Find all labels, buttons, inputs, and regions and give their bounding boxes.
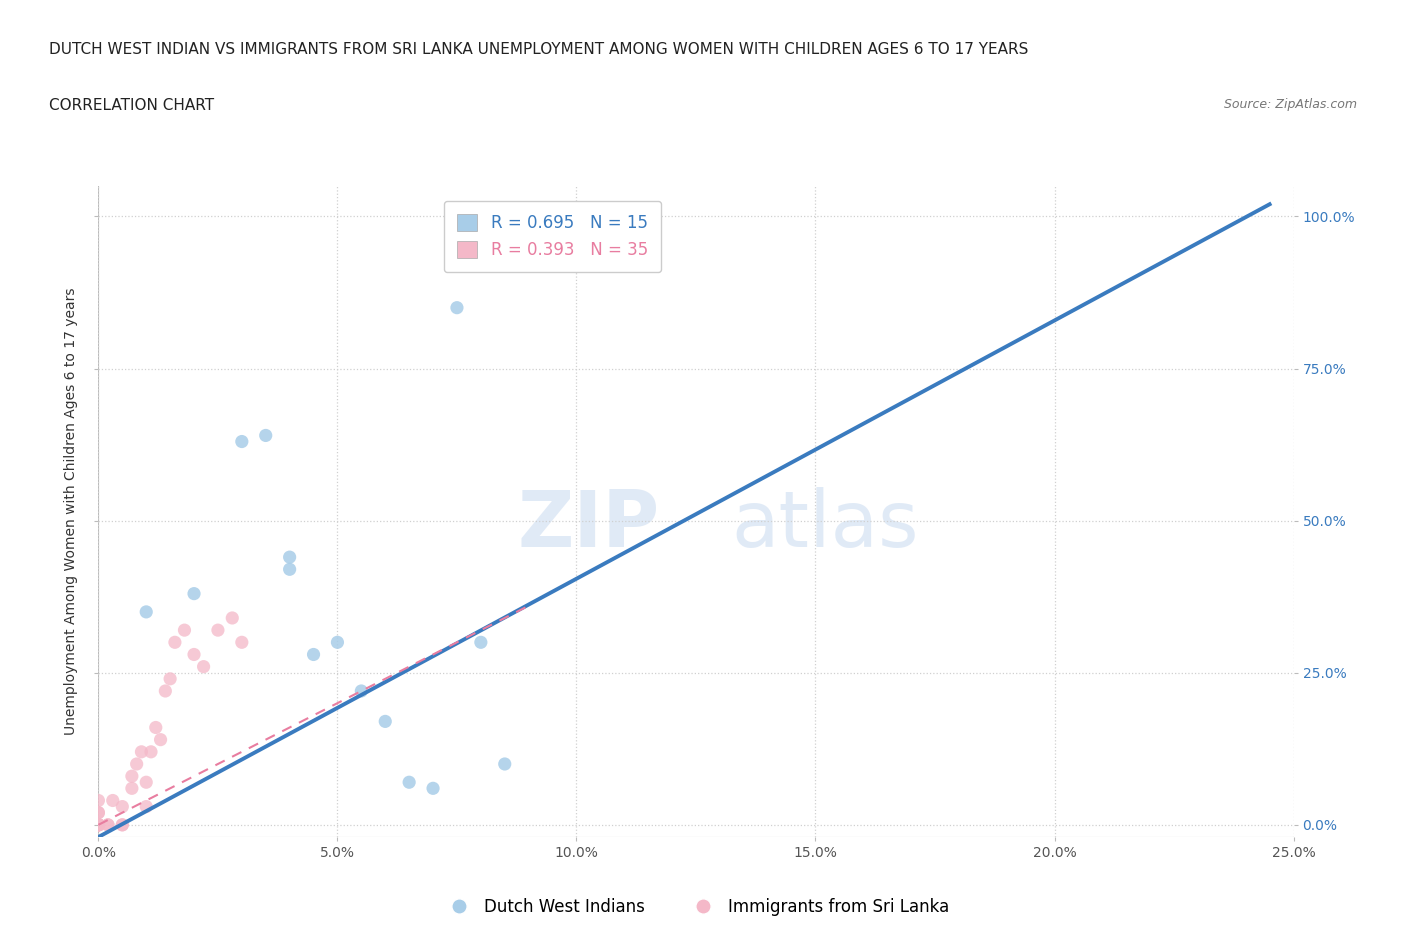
Point (278, 562, 301, 577)
Point (87, 817, 110, 832)
Point (221, 610, 243, 625)
Point (302, 647, 325, 662)
Point (278, 550, 301, 565)
Point (111, 817, 134, 832)
Point (87, 817, 110, 832)
Point (254, 428, 277, 443)
Point (135, 604, 157, 619)
Point (135, 775, 157, 790)
Point (350, 684, 373, 698)
Point (231, 635, 253, 650)
Point (87, 817, 110, 832)
Text: CORRELATION CHART: CORRELATION CHART (49, 98, 214, 113)
Point (193, 659, 215, 674)
Point (97, 817, 120, 832)
Point (183, 647, 205, 662)
Point (145, 720, 167, 735)
Point (398, 775, 420, 790)
Point (111, 799, 134, 814)
Point (87, 793, 110, 808)
Point (87, 817, 110, 832)
Point (121, 769, 143, 784)
Legend: Dutch West Indians, Immigrants from Sri Lanka: Dutch West Indians, Immigrants from Sri … (436, 891, 956, 923)
Point (149, 732, 172, 747)
Point (231, 434, 253, 449)
Point (101, 793, 124, 808)
Point (87, 817, 110, 832)
Point (87, 817, 110, 832)
Point (131, 744, 153, 759)
Point (470, 635, 492, 650)
Point (97, 817, 120, 832)
Text: DUTCH WEST INDIAN VS IMMIGRANTS FROM SRI LANKA UNEMPLOYMENT AMONG WOMEN WITH CHI: DUTCH WEST INDIAN VS IMMIGRANTS FROM SRI… (49, 42, 1029, 57)
Point (121, 781, 143, 796)
Point (183, 586, 205, 601)
Point (374, 714, 396, 729)
Point (87, 805, 110, 820)
Point (139, 744, 162, 759)
Point (159, 671, 181, 686)
Point (422, 781, 444, 796)
Point (207, 623, 229, 638)
Point (87, 817, 110, 832)
Point (135, 799, 157, 814)
Point (87, 817, 110, 832)
Point (173, 623, 195, 638)
Y-axis label: Unemployment Among Women with Children Ages 6 to 17 years: Unemployment Among Women with Children A… (65, 287, 79, 736)
Text: ZIP: ZIP (517, 486, 661, 563)
Point (111, 817, 134, 832)
Text: Source: ZipAtlas.com: Source: ZipAtlas.com (1223, 98, 1357, 111)
Point (494, 756, 516, 771)
Point (163, 635, 186, 650)
Point (155, 684, 177, 698)
Text: atlas: atlas (733, 486, 920, 563)
Point (446, 300, 468, 315)
Point (87, 805, 110, 820)
Point (125, 756, 148, 771)
Point (326, 635, 349, 650)
